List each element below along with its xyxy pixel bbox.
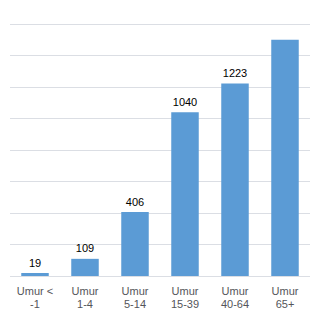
svg-text:Umur: Umur [222,285,249,297]
svg-text:406: 406 [126,196,144,208]
svg-text:Umur <: Umur < [17,285,53,297]
svg-text:Umur: Umur [72,285,99,297]
svg-text:Umur: Umur [272,285,299,297]
svg-text:Umur: Umur [172,285,199,297]
svg-text:40-64: 40-64 [221,298,249,310]
svg-text:109: 109 [76,242,94,254]
svg-text:5-14: 5-14 [124,298,146,310]
svg-text:15-39: 15-39 [171,298,199,310]
svg-text:1223: 1223 [223,67,247,79]
svg-text:65+: 65+ [276,298,295,310]
svg-text:1040: 1040 [173,96,197,108]
svg-text:Umur: Umur [122,285,149,297]
svg-text:1-4: 1-4 [77,298,93,310]
svg-text:19: 19 [29,257,41,269]
svg-text:-1: -1 [30,298,40,310]
